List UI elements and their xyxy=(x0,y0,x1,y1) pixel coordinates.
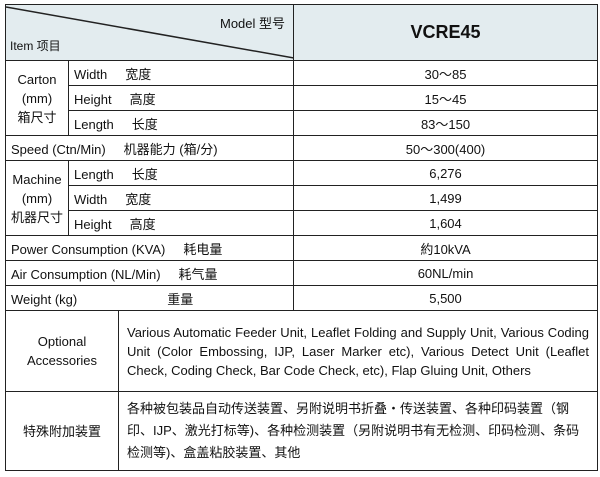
table-row: Height 高度 15～45 xyxy=(6,85,599,111)
optional-zh-text: 各种被包装品自动传送装置、另附说明书折叠・传送装置、各种印码装置（钢印、IJP、… xyxy=(117,391,599,471)
table-row: Length 长度 83～150 xyxy=(6,110,599,136)
table-row: Machine (mm) 机器尺寸 Length 长度 6,276 xyxy=(5,160,599,236)
optional-label: Optional Accessories xyxy=(5,310,119,392)
speed-row: Speed (Ctn/Min) 机器能力 (箱/分) 50～300(400) xyxy=(4,135,599,161)
optional-zh-row: 特殊附加装置 各种被包装品自动传送装置、另附说明书折叠・传送装置、各种印码装置（… xyxy=(5,391,599,471)
table-row: Height 高度 1,604 xyxy=(6,210,599,236)
header-row: Model 型号 Item 项目 VCRE45 xyxy=(4,4,599,61)
power-row: Power Consumption (KVA) 耗电量 約10kVA xyxy=(4,235,599,261)
air-row: Air Consumption (NL/Min) 耗气量 60NL/min xyxy=(4,260,599,286)
model-name: VCRE45 xyxy=(293,4,599,61)
table-row: Width 宽度 1,499 xyxy=(6,185,599,211)
weight-row: Weight (kg) 重量 5,500 xyxy=(4,285,599,311)
optional-zh-label: 特殊附加装置 xyxy=(5,391,119,471)
spec-table: Model 型号 Item 项目 VCRE45 Carton (mm) 箱尺寸 Wi… xyxy=(4,4,599,471)
item-label: Item 项目 xyxy=(10,39,61,53)
machine-group: Machine (mm) 机器尺寸 xyxy=(5,160,69,236)
optional-text: Various Automatic Feeder Unit, Leaflet F… xyxy=(117,310,599,392)
optional-row: Optional Accessories Various Automatic Fe… xyxy=(5,310,599,392)
carton-group: Carton (mm) 箱尺寸 xyxy=(5,60,69,136)
header-diagonal-cell: Model 型号 Item 项目 xyxy=(4,4,295,61)
diagonal-line xyxy=(6,6,294,59)
table-row: Carton (mm) 箱尺寸 Width 宽度 30～85 xyxy=(5,60,599,136)
model-label: Model 型号 xyxy=(219,16,286,31)
